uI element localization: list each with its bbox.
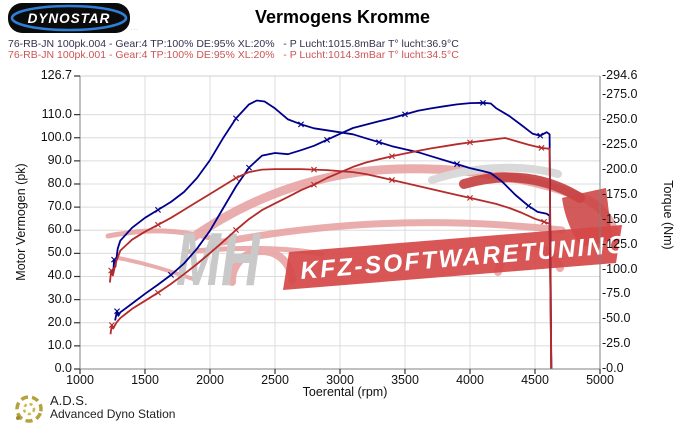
curve-marker-icon <box>168 271 174 278</box>
curve-marker-icon <box>541 218 548 225</box>
gridlines <box>79 75 601 370</box>
ads-label: A.D.S. <box>50 393 88 408</box>
watermark-mh-text: MH <box>176 217 261 301</box>
curve-power-run-001 <box>109 137 553 370</box>
curves <box>108 99 553 370</box>
ads-pinwheel-icon <box>15 395 43 423</box>
legend-run-004: 76-RB-JN 100pk.004 - Gear:4 TP:100% DE:9… <box>8 38 459 50</box>
curve-power-run-004 <box>114 101 553 370</box>
car-red-accent-icon <box>459 172 585 203</box>
curve-marker-icon <box>389 153 395 160</box>
curve-marker-icon <box>155 289 161 296</box>
curve-marker-icon <box>480 99 486 106</box>
curve-marker-icon <box>233 115 239 122</box>
curve-marker-icon <box>233 227 239 234</box>
curve-marker-icon <box>454 161 460 168</box>
curve-marker-icon <box>114 308 121 315</box>
curve-torque-run-004 <box>112 99 553 370</box>
curve-marker-icon <box>108 322 115 329</box>
watermark-banner <box>283 225 622 290</box>
curve-marker-icon <box>467 139 473 146</box>
legend-run-001: 76-RB-JN 100pk.001 - Gear:4 TP:100% DE:9… <box>8 49 459 61</box>
curve-marker-icon <box>111 256 118 263</box>
y-axis-left-title: Motor Vermogen (pk) <box>14 163 28 281</box>
curve-marker-icon <box>467 194 473 201</box>
curve-marker-icon <box>538 144 545 151</box>
curve-marker-icon <box>155 221 161 228</box>
curve-marker-icon <box>311 181 317 188</box>
curve-marker-icon <box>246 164 252 171</box>
curve-marker-icon <box>402 111 408 118</box>
curve-marker-icon <box>324 136 330 143</box>
curve-torque-run-001 <box>109 168 553 370</box>
curve-marker-icon <box>298 121 304 128</box>
logo-fineprint: ... <box>131 26 140 32</box>
curve-marker-icon <box>311 166 317 173</box>
curve-marker-icon <box>525 202 532 209</box>
dynostar-logo: DYNOSTAR <box>8 3 130 33</box>
x-axis-title: Toerental (rpm) <box>302 385 388 399</box>
curve-marker-icon <box>233 175 239 182</box>
axes <box>74 75 601 374</box>
curve-marker-icon <box>108 267 115 274</box>
logo-background <box>8 3 130 33</box>
curve-marker-icon <box>155 206 161 213</box>
page-title: Vermogens Kromme <box>254 7 431 27</box>
car-gray-accent-icon <box>428 163 562 184</box>
y-axis-right-title: Torque (Nm) <box>661 180 675 250</box>
curve-marker-icon <box>537 132 544 139</box>
logo-oval-icon <box>10 4 128 32</box>
curve-marker-icon <box>389 177 395 184</box>
curve-marker-icon <box>376 139 382 146</box>
ads-sublabel: Advanced Dyno Station <box>50 407 176 421</box>
logo-text: DYNOSTAR <box>28 11 111 26</box>
